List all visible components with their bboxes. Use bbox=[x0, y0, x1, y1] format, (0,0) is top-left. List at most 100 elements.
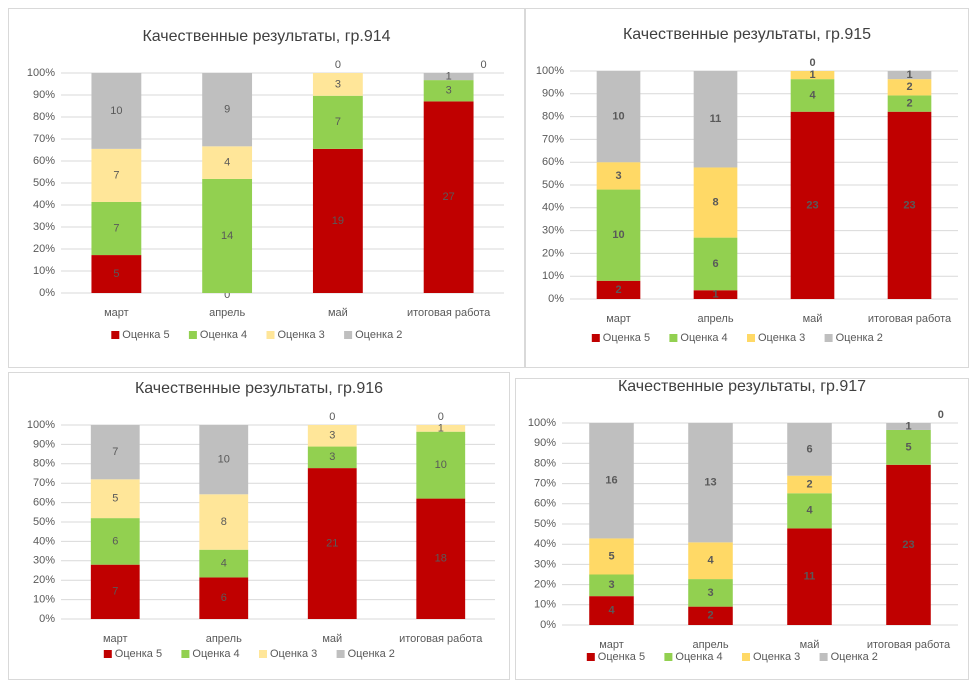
bar-segment bbox=[589, 423, 634, 539]
legend-label: Оценка 3 bbox=[753, 651, 800, 663]
data-label: 11 bbox=[804, 571, 816, 583]
data-label: 1 bbox=[906, 69, 912, 81]
data-label: 4 bbox=[221, 557, 227, 569]
legend-label: Оценка 2 bbox=[836, 332, 883, 344]
y-tick-label: 40% bbox=[33, 535, 55, 547]
chart-panel: Качественные результаты, гр.917 0% 10% 20% 3… bbox=[515, 378, 969, 680]
y-tick-label: 100% bbox=[27, 419, 55, 431]
bar-segment bbox=[787, 528, 832, 625]
bar-segment bbox=[887, 95, 932, 112]
x-tick-label: март bbox=[104, 307, 129, 319]
data-label: 0 bbox=[335, 59, 341, 71]
legend-swatch bbox=[103, 650, 112, 658]
data-label: 3 bbox=[329, 451, 335, 463]
bar-segment bbox=[307, 425, 357, 447]
bar-segment bbox=[887, 79, 932, 96]
data-label: 27 bbox=[443, 191, 455, 203]
y-tick-label: 40% bbox=[33, 199, 55, 211]
bar-segment bbox=[787, 423, 832, 476]
y-tick-label: 100% bbox=[528, 417, 556, 429]
y-tick-label: 50% bbox=[534, 518, 556, 530]
legend-swatch bbox=[669, 334, 678, 342]
y-tick-label: 10% bbox=[33, 265, 55, 277]
data-label: 8 bbox=[221, 516, 227, 528]
data-label: 0 bbox=[438, 411, 444, 423]
data-label: 16 bbox=[605, 475, 617, 487]
bar-segment bbox=[202, 146, 253, 179]
legend-label: Оценка 4 bbox=[192, 648, 239, 660]
legend-swatch bbox=[824, 334, 833, 342]
bar-segment bbox=[787, 475, 832, 494]
y-tick-label: 90% bbox=[33, 89, 55, 101]
data-label: 0 bbox=[480, 59, 486, 71]
bar-segment bbox=[693, 167, 738, 238]
data-label: 21 bbox=[326, 537, 338, 549]
legend-label: Оценка 3 bbox=[278, 329, 325, 341]
bar-segment bbox=[688, 606, 733, 625]
x-tick-label: итоговая работа bbox=[407, 307, 491, 319]
y-tick-label: 0% bbox=[39, 613, 55, 625]
y-tick-label: 60% bbox=[33, 497, 55, 509]
legend-swatch bbox=[259, 650, 267, 658]
data-label: 1 bbox=[438, 422, 444, 434]
data-label: 19 bbox=[332, 215, 344, 227]
bar-segment bbox=[693, 71, 738, 168]
y-tick-label: 80% bbox=[534, 457, 556, 469]
y-tick-label: 20% bbox=[542, 247, 564, 259]
bar-segment bbox=[790, 111, 835, 299]
chart: Качественные результаты, гр.916 0% 10% 20% 3… bbox=[27, 380, 495, 660]
data-label: 14 bbox=[221, 230, 233, 242]
x-tick-label: май bbox=[322, 633, 342, 645]
data-label: 13 bbox=[704, 477, 716, 489]
bar-segment bbox=[887, 111, 932, 299]
y-tick-label: 80% bbox=[542, 111, 564, 123]
legend-label: Оценка 5 bbox=[115, 648, 162, 660]
data-label: 5 bbox=[905, 441, 911, 453]
y-tick-label: 10% bbox=[33, 594, 55, 606]
y-tick-label: 70% bbox=[33, 133, 55, 145]
y-tick-label: 70% bbox=[534, 478, 556, 490]
y-tick-label: 90% bbox=[33, 438, 55, 450]
legend-label: Оценка 2 bbox=[348, 648, 395, 660]
y-tick-label: 0% bbox=[548, 293, 564, 305]
legend-label: Оценка 2 bbox=[831, 651, 878, 663]
bar-segment bbox=[887, 71, 932, 80]
data-label: 3 bbox=[446, 85, 452, 97]
legend-swatch bbox=[747, 334, 755, 342]
bar-segment bbox=[886, 423, 931, 430]
chart-title: Качественные результаты, гр.917 bbox=[618, 379, 866, 395]
data-label: 3 bbox=[335, 78, 341, 90]
y-tick-label: 50% bbox=[542, 179, 564, 191]
data-label: 3 bbox=[608, 579, 614, 591]
data-label: 10 bbox=[218, 454, 230, 466]
legend-swatch bbox=[742, 653, 750, 661]
bar-segment bbox=[589, 574, 634, 597]
bar-segment bbox=[91, 73, 142, 149]
data-label: 2 bbox=[906, 81, 912, 93]
bar-segment bbox=[312, 148, 363, 293]
data-label: 4 bbox=[707, 555, 714, 567]
y-tick-label: 80% bbox=[33, 111, 55, 123]
data-label: 10 bbox=[435, 459, 447, 471]
data-label: 7 bbox=[113, 222, 119, 234]
x-tick-label: март bbox=[599, 639, 624, 651]
legend-label: Оценка 2 bbox=[355, 329, 402, 341]
legend-label: Оценка 3 bbox=[758, 332, 805, 344]
y-tick-label: 30% bbox=[33, 221, 55, 233]
y-tick-label: 100% bbox=[536, 65, 564, 77]
x-tick-label: апрель bbox=[697, 313, 733, 325]
chart-title: Качественные результаты, гр.914 bbox=[142, 28, 390, 45]
bar-segment bbox=[596, 71, 641, 163]
legend-swatch bbox=[819, 653, 828, 661]
y-tick-label: 60% bbox=[534, 498, 556, 510]
bar-segment bbox=[90, 518, 140, 565]
data-label: 18 bbox=[435, 553, 447, 565]
data-label: 7 bbox=[112, 446, 118, 458]
legend-label: Оценка 4 bbox=[680, 332, 727, 344]
legend-swatch bbox=[591, 334, 600, 342]
y-tick-label: 30% bbox=[542, 225, 564, 237]
y-tick-label: 20% bbox=[33, 574, 55, 586]
y-tick-label: 10% bbox=[534, 599, 556, 611]
x-tick-label: апрель bbox=[206, 633, 242, 645]
x-tick-label: итоговая работа bbox=[399, 633, 483, 645]
